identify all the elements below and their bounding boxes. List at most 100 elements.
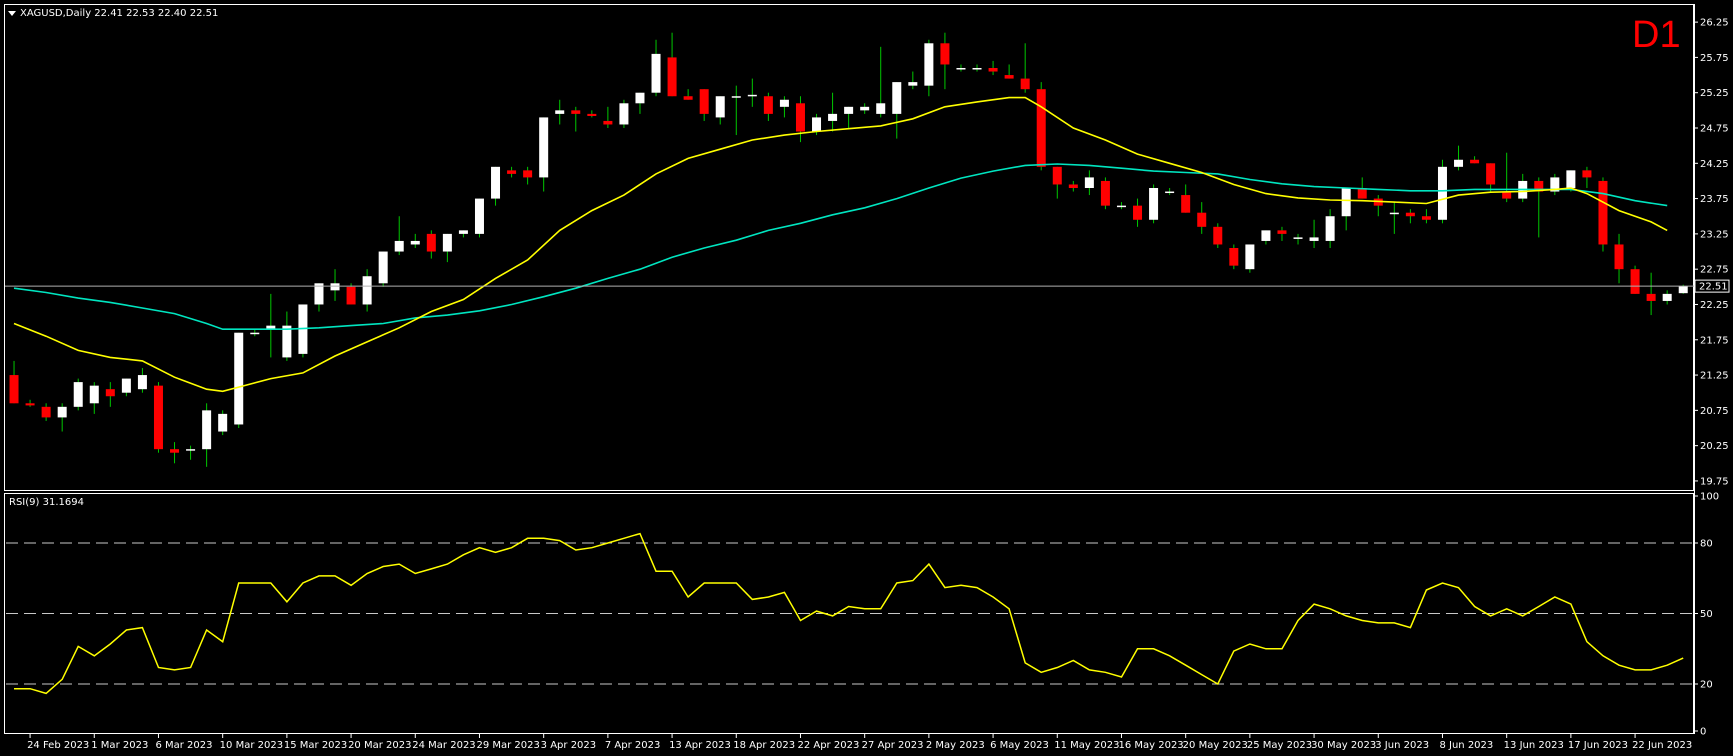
candle (603, 106, 613, 128)
candle-body-bull (410, 240, 420, 245)
candle-body-bear (1004, 75, 1014, 79)
candle-body-bear (988, 68, 998, 72)
time-tick-label: 13 Jun 2023 (1504, 740, 1564, 751)
price-tick-label: 21.25 (1700, 371, 1729, 382)
candle-body-bull (394, 240, 404, 252)
candle-body-bull (876, 103, 886, 114)
time-tick-label: 18 Apr 2023 (733, 740, 795, 751)
candle (89, 382, 99, 414)
ma-slow-line (13, 163, 1668, 330)
candle (1116, 202, 1126, 210)
candle-body-bear (1598, 180, 1608, 245)
rsi-tick-label: 80 (1700, 539, 1713, 550)
candle-body-bull (635, 92, 645, 104)
candle (924, 39, 934, 97)
time-tick-label: 10 Mar 2023 (220, 740, 283, 751)
candle (410, 233, 420, 248)
candle-body-bear (940, 43, 950, 65)
candle-body-bear (795, 103, 805, 132)
candle (1614, 233, 1624, 284)
candle-body-bull (908, 82, 918, 86)
candle (1004, 64, 1014, 79)
price-tick-label: 19.75 (1700, 476, 1729, 487)
rsi-axis-ticks: 100 80 50 20 0 (6, 492, 1719, 738)
candle (699, 89, 709, 121)
candle (1213, 223, 1223, 248)
candle-body-bull (73, 382, 83, 407)
candle (298, 304, 308, 358)
candle-body-bull (121, 378, 131, 393)
current-price-box (1694, 279, 1730, 293)
candle-body-bear (683, 96, 693, 100)
candle (651, 39, 661, 97)
candle (218, 410, 228, 436)
candle-body-bull (555, 110, 565, 114)
candle (892, 82, 902, 139)
candle (105, 382, 115, 407)
time-tick-label: 24 Feb 2023 (27, 740, 89, 751)
candle (571, 106, 581, 132)
candle (170, 442, 180, 464)
candle (266, 293, 276, 358)
time-tick-label: 22 Apr 2023 (797, 740, 859, 751)
candle-body-bear (587, 113, 597, 116)
time-tick-label: 22 Jun 2023 (1632, 740, 1692, 751)
price-axis-ticks: 26.25 25.75 25.25 24.75 24.25 23.75 23.25 22.75… (1694, 18, 1729, 487)
candle (1036, 82, 1046, 171)
candle-body-bull (202, 410, 212, 450)
symbol-menu-triangle-icon[interactable] (8, 11, 16, 16)
candle-body-bull (266, 325, 276, 330)
candle (330, 269, 340, 301)
candle-body-bear (763, 96, 773, 114)
price-tick-label: 20.25 (1700, 441, 1729, 452)
candle-body-bull (619, 103, 629, 125)
time-tick-label: 17 Jun 2023 (1568, 740, 1628, 751)
candle-body-bear (1068, 184, 1078, 188)
candle (458, 230, 468, 238)
price-tick-label: 23.25 (1700, 229, 1729, 240)
candle-body-bull (378, 251, 388, 284)
candle (972, 64, 982, 72)
candle (1470, 156, 1480, 164)
candle-body-bull (1245, 244, 1255, 270)
candle (988, 60, 998, 76)
candle (795, 96, 805, 143)
candle-body-bear (1100, 180, 1110, 206)
candle-body-bull (956, 68, 966, 70)
candle-body-bear (699, 89, 709, 114)
candle (1598, 177, 1608, 252)
candle (683, 89, 693, 100)
candle (1293, 233, 1303, 245)
candle (619, 99, 629, 128)
candle-body-bull (747, 94, 757, 97)
candle (121, 378, 131, 397)
candle (1486, 163, 1496, 192)
candle (1454, 145, 1464, 171)
candle (9, 360, 19, 404)
candle (1405, 209, 1415, 224)
candle (876, 46, 886, 118)
candle (860, 103, 870, 114)
candle (1181, 184, 1191, 213)
candle (1229, 244, 1239, 270)
candle (635, 92, 645, 114)
candle (1325, 209, 1335, 248)
price-tick-label: 22.75 (1700, 265, 1729, 276)
time-tick-label: 24 Mar 2023 (412, 740, 475, 751)
time-tick-label: 20 May 2023 (1183, 740, 1248, 751)
candle-body-bull (539, 117, 549, 178)
candle-body-bear (1036, 89, 1046, 167)
time-tick-label: 16 May 2023 (1118, 740, 1183, 751)
candle (234, 332, 244, 428)
candle-body-bull (491, 166, 501, 199)
price-tick-label: 26.25 (1700, 18, 1729, 29)
candle-body-bear (1229, 248, 1239, 266)
candle-body-bear (170, 449, 180, 453)
price-tick-label: 24.25 (1700, 159, 1729, 170)
candle-body-bear (1421, 216, 1431, 220)
time-tick-label: 27 Apr 2023 (862, 740, 924, 751)
candle (491, 166, 501, 206)
candle (1084, 170, 1094, 196)
candle-body-bull (1662, 293, 1672, 301)
